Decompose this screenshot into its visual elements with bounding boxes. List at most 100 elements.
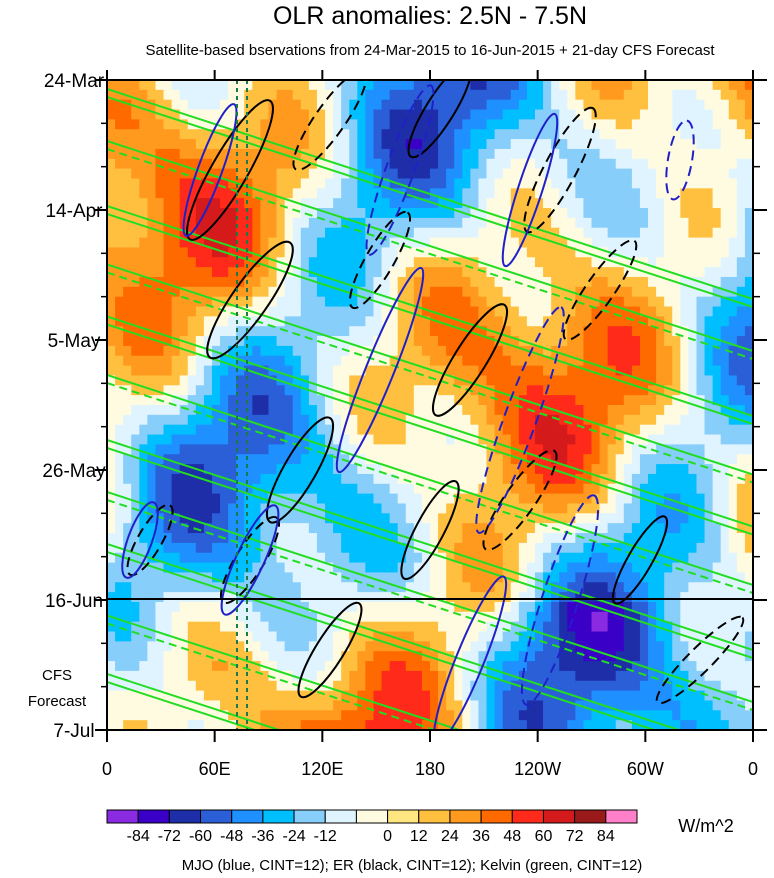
heat-cell xyxy=(179,552,189,564)
heat-cell xyxy=(696,217,706,229)
heat-cell xyxy=(518,178,528,189)
heat-cell xyxy=(316,237,326,249)
heat-cell xyxy=(107,198,116,209)
heat-cell xyxy=(179,286,189,298)
heat-cell xyxy=(567,572,576,583)
heat-cell xyxy=(107,306,116,317)
heat-cell xyxy=(236,109,245,120)
heat-cell xyxy=(639,365,649,377)
heat-cell xyxy=(325,148,334,160)
heat-cell xyxy=(559,670,568,682)
heat-cell xyxy=(413,375,423,386)
heat-cell xyxy=(139,523,148,534)
heat-cell xyxy=(470,336,480,347)
heat-cell xyxy=(486,109,496,120)
heat-cell xyxy=(171,513,181,524)
heat-cell xyxy=(672,296,681,308)
heat-cell xyxy=(252,188,262,199)
heat-cell xyxy=(365,257,375,268)
heat-cell xyxy=(357,345,366,357)
heat-cell xyxy=(664,503,673,514)
heat-cell xyxy=(163,405,173,416)
heat-cell xyxy=(220,493,229,505)
heat-cell xyxy=(583,80,593,91)
heat-cell xyxy=(510,326,520,337)
heat-cell xyxy=(462,247,471,258)
heat-cell xyxy=(720,89,730,101)
heat-cell xyxy=(405,198,415,209)
heat-cell xyxy=(389,483,399,495)
heat-cell xyxy=(712,286,722,298)
heat-cell xyxy=(220,414,229,426)
heat-cell xyxy=(308,434,318,445)
heat-cell xyxy=(470,119,480,130)
heat-cell xyxy=(438,276,447,288)
heat-cell xyxy=(333,483,342,495)
heat-cell xyxy=(381,483,391,495)
heat-cell xyxy=(115,326,124,337)
heat-cell xyxy=(123,119,132,130)
heat-cell xyxy=(430,188,439,199)
heat-cell xyxy=(195,89,205,101)
heat-cell xyxy=(559,680,568,692)
heat-cell xyxy=(728,651,738,662)
heat-cell xyxy=(268,217,278,229)
heat-cell xyxy=(357,552,366,564)
heat-cell xyxy=(308,513,318,524)
heat-cell xyxy=(478,405,488,416)
heat-cell xyxy=(470,208,480,219)
heat-cell xyxy=(656,168,665,180)
heat-cell xyxy=(131,80,140,91)
heat-cell xyxy=(518,513,528,524)
heat-cell xyxy=(648,661,657,672)
heat-cell xyxy=(220,355,229,367)
heat-cell xyxy=(260,227,270,239)
heat-cell xyxy=(591,542,601,554)
heat-cell xyxy=(260,198,270,209)
heat-cell xyxy=(599,385,609,396)
heat-cell xyxy=(518,651,528,662)
heat-cell xyxy=(308,690,318,702)
heat-cell xyxy=(405,129,415,140)
heat-cell xyxy=(115,641,124,652)
heat-cell xyxy=(276,424,286,436)
heat-cell xyxy=(736,148,746,160)
heat-cell xyxy=(357,99,366,111)
heat-cell xyxy=(430,227,439,239)
heat-cell xyxy=(631,680,641,692)
heat-cell xyxy=(559,621,568,633)
heat-cell xyxy=(397,503,407,514)
heat-cell xyxy=(615,641,625,652)
heat-cell xyxy=(268,493,278,505)
heat-cell xyxy=(672,552,681,564)
heat-cell xyxy=(236,80,245,91)
heat-cell xyxy=(680,188,689,199)
heat-cell xyxy=(688,99,698,111)
heat-cell xyxy=(526,208,536,219)
heat-cell xyxy=(276,385,286,396)
heat-cell xyxy=(454,592,463,603)
heat-cell xyxy=(381,139,391,150)
heat-cell xyxy=(276,296,286,308)
heat-cell xyxy=(430,552,439,564)
heat-cell xyxy=(365,424,375,436)
heat-cell xyxy=(349,513,358,524)
heat-cell xyxy=(720,513,730,524)
heat-cell xyxy=(534,523,544,534)
heat-cell xyxy=(171,434,181,445)
heat-cell xyxy=(712,365,722,377)
heat-cell xyxy=(631,454,641,465)
heat-cell xyxy=(171,611,181,623)
heat-cell xyxy=(252,680,262,692)
heat-cell xyxy=(575,414,585,426)
heat-cell xyxy=(446,129,455,140)
heat-cell xyxy=(236,217,245,229)
heat-cell xyxy=(147,99,157,111)
heat-cell xyxy=(623,503,633,514)
heat-cell xyxy=(413,533,423,544)
heat-cell xyxy=(260,434,270,445)
heat-cell xyxy=(623,188,633,199)
heat-cell xyxy=(494,345,504,357)
heat-cell xyxy=(696,148,706,160)
heat-cell xyxy=(107,552,116,564)
